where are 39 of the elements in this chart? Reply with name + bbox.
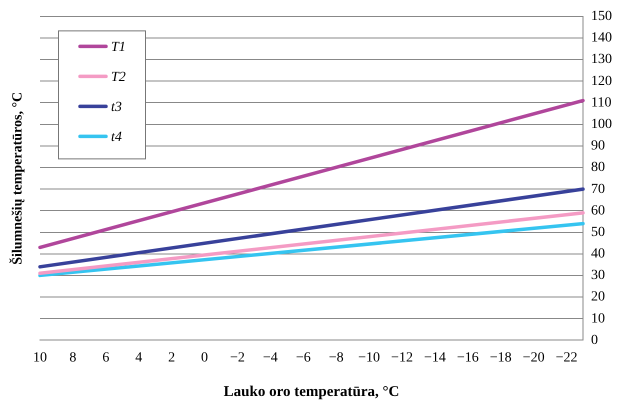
y-tick-label: 120 xyxy=(591,74,612,89)
y-tick-label: 20 xyxy=(591,290,605,305)
x-tick-label: −12 xyxy=(391,350,413,366)
y-tick-label: 140 xyxy=(591,30,612,46)
y-tick-label: 40 xyxy=(591,246,605,262)
legend-label: t3 xyxy=(111,100,122,116)
y-tick-label: 80 xyxy=(591,160,605,176)
x-tick-label: 6 xyxy=(102,350,110,366)
x-tick-label: −8 xyxy=(328,350,344,366)
x-tick-label: 10 xyxy=(33,350,47,366)
x-tick-label: −20 xyxy=(522,350,545,366)
legend-label: T1 xyxy=(111,40,126,56)
y-tick-label: 10 xyxy=(591,311,605,326)
x-tick-label: −2 xyxy=(230,350,245,366)
y-tick-label: 110 xyxy=(591,95,612,110)
x-tick-label: 0 xyxy=(201,350,208,366)
y-tick-label: 70 xyxy=(591,182,605,197)
y-tick-label: 30 xyxy=(591,268,605,284)
x-tick-label: −6 xyxy=(296,350,311,366)
y-tick-label: 0 xyxy=(591,332,598,348)
y-tick-label: 90 xyxy=(591,138,605,154)
y-tick-label: 60 xyxy=(591,203,605,218)
x-tick-label: 2 xyxy=(168,350,176,366)
x-tick-label: −14 xyxy=(424,350,446,366)
y-tick-label: 50 xyxy=(591,224,605,240)
x-tick-label: −18 xyxy=(490,350,512,366)
y-axis-title: Šilumnešių temperatūros, °C xyxy=(8,92,26,265)
x-tick-label: −4 xyxy=(262,350,278,366)
legend-label: T2 xyxy=(111,70,126,86)
y-tick-label: 150 xyxy=(591,9,612,24)
y-tick-label: 100 xyxy=(591,117,612,132)
x-tick-label: −16 xyxy=(456,350,479,366)
x-tick-label: 8 xyxy=(69,350,76,366)
x-tick-label: −10 xyxy=(358,350,380,366)
x-tick-label: −22 xyxy=(556,350,578,366)
x-tick-label: 4 xyxy=(135,350,142,366)
legend-label: t4 xyxy=(111,130,122,146)
x-axis-title: Lauko oro temperatūra, °C xyxy=(224,384,400,400)
y-tick-label: 130 xyxy=(591,52,612,68)
